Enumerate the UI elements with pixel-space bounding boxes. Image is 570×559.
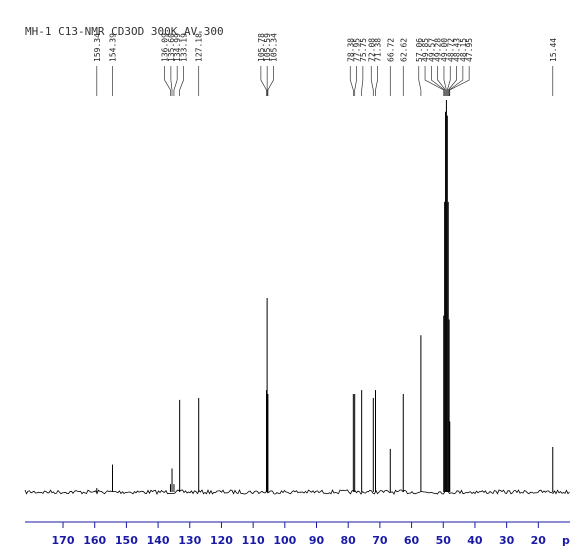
peak-label: 57.06 (415, 38, 424, 62)
peak-label: 48.43 (453, 38, 462, 62)
x-tick-label: 40 (467, 534, 483, 547)
peak-leader (431, 66, 445, 96)
peak-label: 48.72 (446, 38, 455, 62)
x-tick-label: 70 (372, 534, 388, 547)
x-tick-label: 160 (83, 534, 106, 547)
x-tick-label: 30 (499, 534, 515, 547)
x-tick-label: 20 (531, 534, 547, 547)
chart-title: MH-1 C13-NMR CD3OD 300K AV-300 (25, 25, 224, 38)
x-tick-label: 120 (210, 534, 233, 547)
peak-label: 71.38 (374, 38, 383, 62)
peak-label: 105.34 (269, 33, 278, 62)
peak-leader (447, 66, 457, 96)
x-axis-label: p (562, 534, 570, 547)
x-tick-label: 50 (436, 534, 452, 547)
peak-label: 77.95 (353, 38, 362, 62)
peak-label: 49.00 (440, 38, 449, 62)
peak-label: 105.78 (257, 33, 266, 62)
peak-leader (370, 66, 374, 96)
peak-label: 47.95 (465, 38, 474, 62)
peak-label: 66.72 (386, 38, 395, 62)
peak-leader (437, 66, 446, 96)
x-tick-label: 80 (341, 534, 357, 547)
peak-label: 133.19 (179, 33, 188, 62)
peak-label: 78.38 (346, 38, 355, 62)
peak-leader (418, 66, 422, 96)
peak-label: 49.85 (421, 38, 430, 62)
x-tick-label: 100 (273, 534, 296, 547)
peak-label: 75.75 (359, 38, 368, 62)
peak-leader (443, 66, 447, 96)
peak-leader (260, 66, 267, 96)
peak-leader (354, 66, 357, 96)
x-tick-label: 90 (309, 534, 325, 547)
peak-leader (361, 66, 364, 96)
peak-label: 159.34 (93, 33, 102, 62)
peak-label: 48.15 (459, 38, 468, 62)
peak-label: 127.18 (195, 33, 204, 62)
peak-label: 62.62 (399, 38, 408, 62)
x-tick-label: 150 (115, 534, 138, 547)
x-tick-label: 110 (242, 534, 265, 547)
peak-leader (446, 66, 451, 96)
peak-label: 154.39 (108, 33, 117, 62)
peak-leader (349, 66, 354, 96)
peak-label: 136.09 (161, 33, 170, 62)
peak-leader (164, 66, 171, 96)
peak-leader (267, 66, 274, 96)
peak-label: 72.08 (367, 38, 376, 62)
x-tick-label: 140 (147, 534, 170, 547)
peak-leader (424, 66, 445, 96)
baseline-noise (24, 489, 570, 495)
peak-leader (179, 66, 184, 96)
x-tick-label: 60 (404, 534, 420, 547)
peak-leader (448, 66, 464, 96)
peak-label: 49.28 (434, 38, 443, 62)
peak-label: 134.99 (173, 33, 182, 62)
peak-leader (375, 66, 378, 96)
peak-label: 49.57 (427, 38, 436, 62)
peak-label: 105.59 (263, 33, 272, 62)
peak-leader (449, 66, 470, 96)
peak-label: 15.44 (549, 38, 558, 62)
peak-leader (170, 66, 173, 96)
x-tick-label: 130 (178, 534, 201, 547)
x-tick-label: 170 (52, 534, 75, 547)
peak-leader (173, 66, 178, 96)
peak-label: 135.60 (167, 33, 176, 62)
